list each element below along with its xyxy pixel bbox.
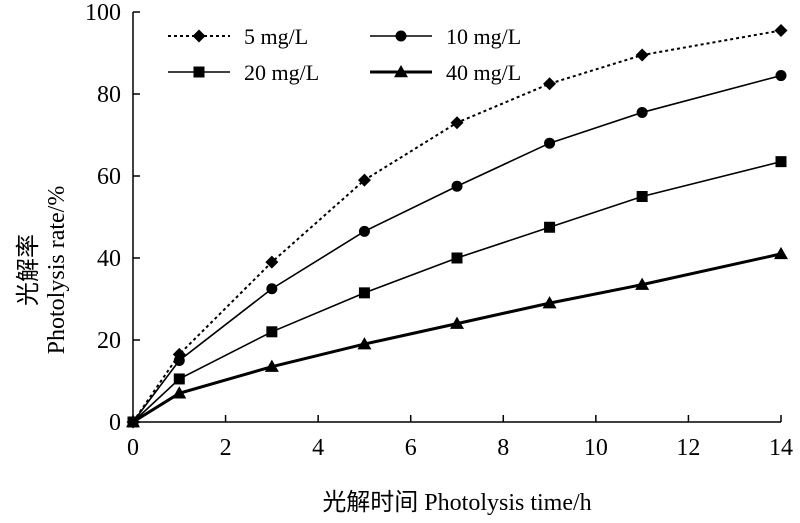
series-line (132, 252, 782, 424)
series-40-mg-l (126, 246, 788, 428)
data-point (544, 221, 556, 233)
y-axis-label-group: 光解率 Photolysis rate/% (15, 186, 70, 355)
x-tick-label: 6 (405, 435, 417, 461)
series-20-mg-l (127, 156, 787, 428)
legend-label: 40 mg/L (446, 60, 521, 85)
x-tick-label: 2 (220, 435, 232, 461)
data-point (544, 137, 556, 149)
y-tick-label: 20 (97, 328, 121, 354)
y-tick-label: 60 (97, 164, 121, 190)
y-tick-label: 0 (109, 410, 121, 436)
data-point (775, 70, 787, 82)
series-line (132, 160, 782, 423)
x-tick-label: 14 (769, 435, 793, 461)
legend-item: 40 mg/L (370, 60, 521, 85)
legend-marker (394, 65, 408, 78)
y-tick-label: 100 (85, 0, 121, 26)
data-point (126, 415, 140, 428)
series-line (132, 74, 782, 423)
data-point (357, 173, 371, 187)
data-point (172, 386, 187, 399)
legend-label: 20 mg/L (244, 60, 319, 85)
data-point (173, 373, 185, 385)
data-point (265, 255, 279, 269)
data-point (636, 191, 648, 202)
legend: 5 mg/L 10 mg/L 20 mg/L 40 mg/L (168, 24, 521, 85)
data-point (774, 23, 788, 37)
x-tick-label: 8 (497, 435, 509, 461)
legend-marker (193, 66, 205, 78)
legend-marker (395, 30, 407, 42)
data-point (451, 180, 463, 192)
y-ticks: 0 20 40 60 80 100 (85, 0, 140, 436)
data-point (450, 316, 464, 329)
data-point (450, 116, 464, 130)
series-group (126, 23, 788, 429)
data-point (173, 355, 185, 366)
data-point (635, 48, 649, 62)
x-tick-label: 4 (312, 435, 324, 461)
series-5-mg-l (126, 23, 788, 429)
x-ticks: 0 2 4 6 8 10 12 14 (127, 415, 793, 461)
data-point (542, 296, 557, 309)
data-point (775, 156, 787, 168)
axes-group (132, 12, 781, 423)
x-axis-label: 光解时间 Photolysis time/h (322, 489, 591, 516)
data-point (358, 225, 370, 237)
y-axis-label-cn: 光解率 (15, 234, 42, 306)
data-point (266, 326, 278, 338)
y-tick-label: 40 (97, 246, 121, 272)
x-tick-label: 12 (676, 435, 700, 461)
data-point (357, 337, 372, 350)
x-tick-label: 10 (584, 435, 608, 461)
data-point (543, 77, 557, 91)
legend-item: 10 mg/L (370, 24, 521, 49)
legend-marker (192, 29, 206, 43)
data-point (636, 106, 648, 118)
y-tick-label: 80 (97, 82, 121, 108)
data-point (635, 277, 650, 290)
y-axis-label-en: Photolysis rate/% (44, 186, 70, 355)
x-tick-label: 0 (127, 435, 139, 461)
legend-item: 5 mg/L (168, 24, 308, 49)
data-point (451, 252, 463, 264)
data-point (266, 283, 278, 295)
data-point (358, 287, 370, 299)
legend-item: 20 mg/L (168, 60, 319, 85)
legend-label: 10 mg/L (446, 24, 521, 49)
data-point (774, 246, 788, 260)
data-point (264, 359, 279, 372)
legend-label: 5 mg/L (244, 24, 308, 49)
series-line (132, 29, 782, 423)
